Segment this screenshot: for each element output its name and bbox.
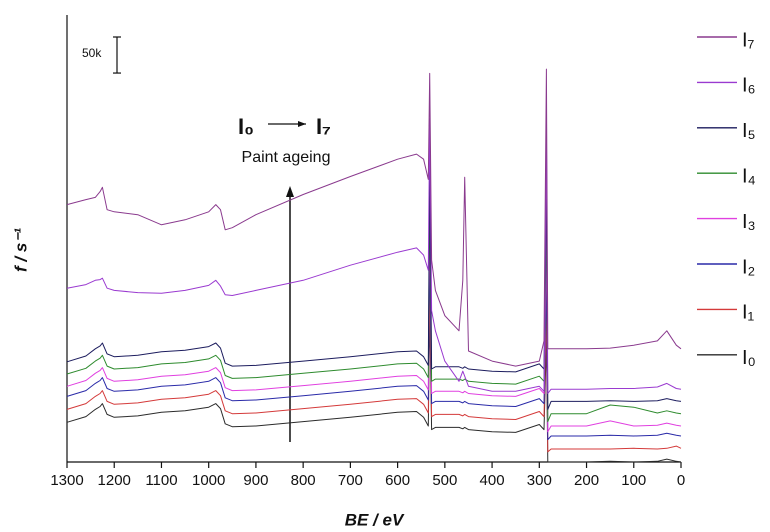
x-tick-label: 100 [621, 472, 646, 489]
y-axis-label: f / s⁻¹ [11, 228, 30, 272]
legend-label: I₆ [742, 75, 756, 97]
x-axis-label: BE / eV [345, 510, 405, 529]
x-tick-label: 1000 [192, 472, 225, 489]
spectrum-line [66, 158, 682, 410]
ageing-arrow-head [286, 186, 294, 197]
annotation-arrow-head [298, 121, 306, 127]
annotation-start: I₀ [238, 114, 254, 139]
legend-label: I₃ [742, 211, 756, 233]
legend-label: I₂ [742, 256, 755, 278]
annotation-text: Paint ageing [242, 149, 331, 166]
scale-bar-label: 50k [82, 46, 102, 60]
x-tick-label: 700 [338, 472, 363, 489]
spectrum-line [66, 249, 682, 441]
x-tick-label: 500 [432, 472, 457, 489]
x-tick-label: 900 [243, 472, 268, 489]
x-tick-label: 0 [677, 472, 685, 489]
x-tick-label: 400 [480, 472, 505, 489]
x-tick-label: 1100 [145, 472, 177, 489]
x-tick-label: 600 [385, 472, 410, 489]
x-tick-label: 200 [574, 472, 599, 489]
legend-label: I₇ [742, 29, 755, 51]
legend-label: I₄ [742, 165, 756, 187]
legend-label: I₁ [742, 302, 755, 324]
x-tick-label: 1300 [50, 472, 83, 489]
legend-label: I₀ [742, 347, 756, 369]
annotation-end: I₇ [316, 114, 331, 139]
x-tick-label: 800 [291, 472, 316, 489]
spectrum-line [66, 68, 682, 367]
x-tick-label: 300 [527, 472, 552, 489]
x-tick-label: 1200 [98, 472, 131, 489]
legend-label: I₅ [742, 120, 756, 142]
